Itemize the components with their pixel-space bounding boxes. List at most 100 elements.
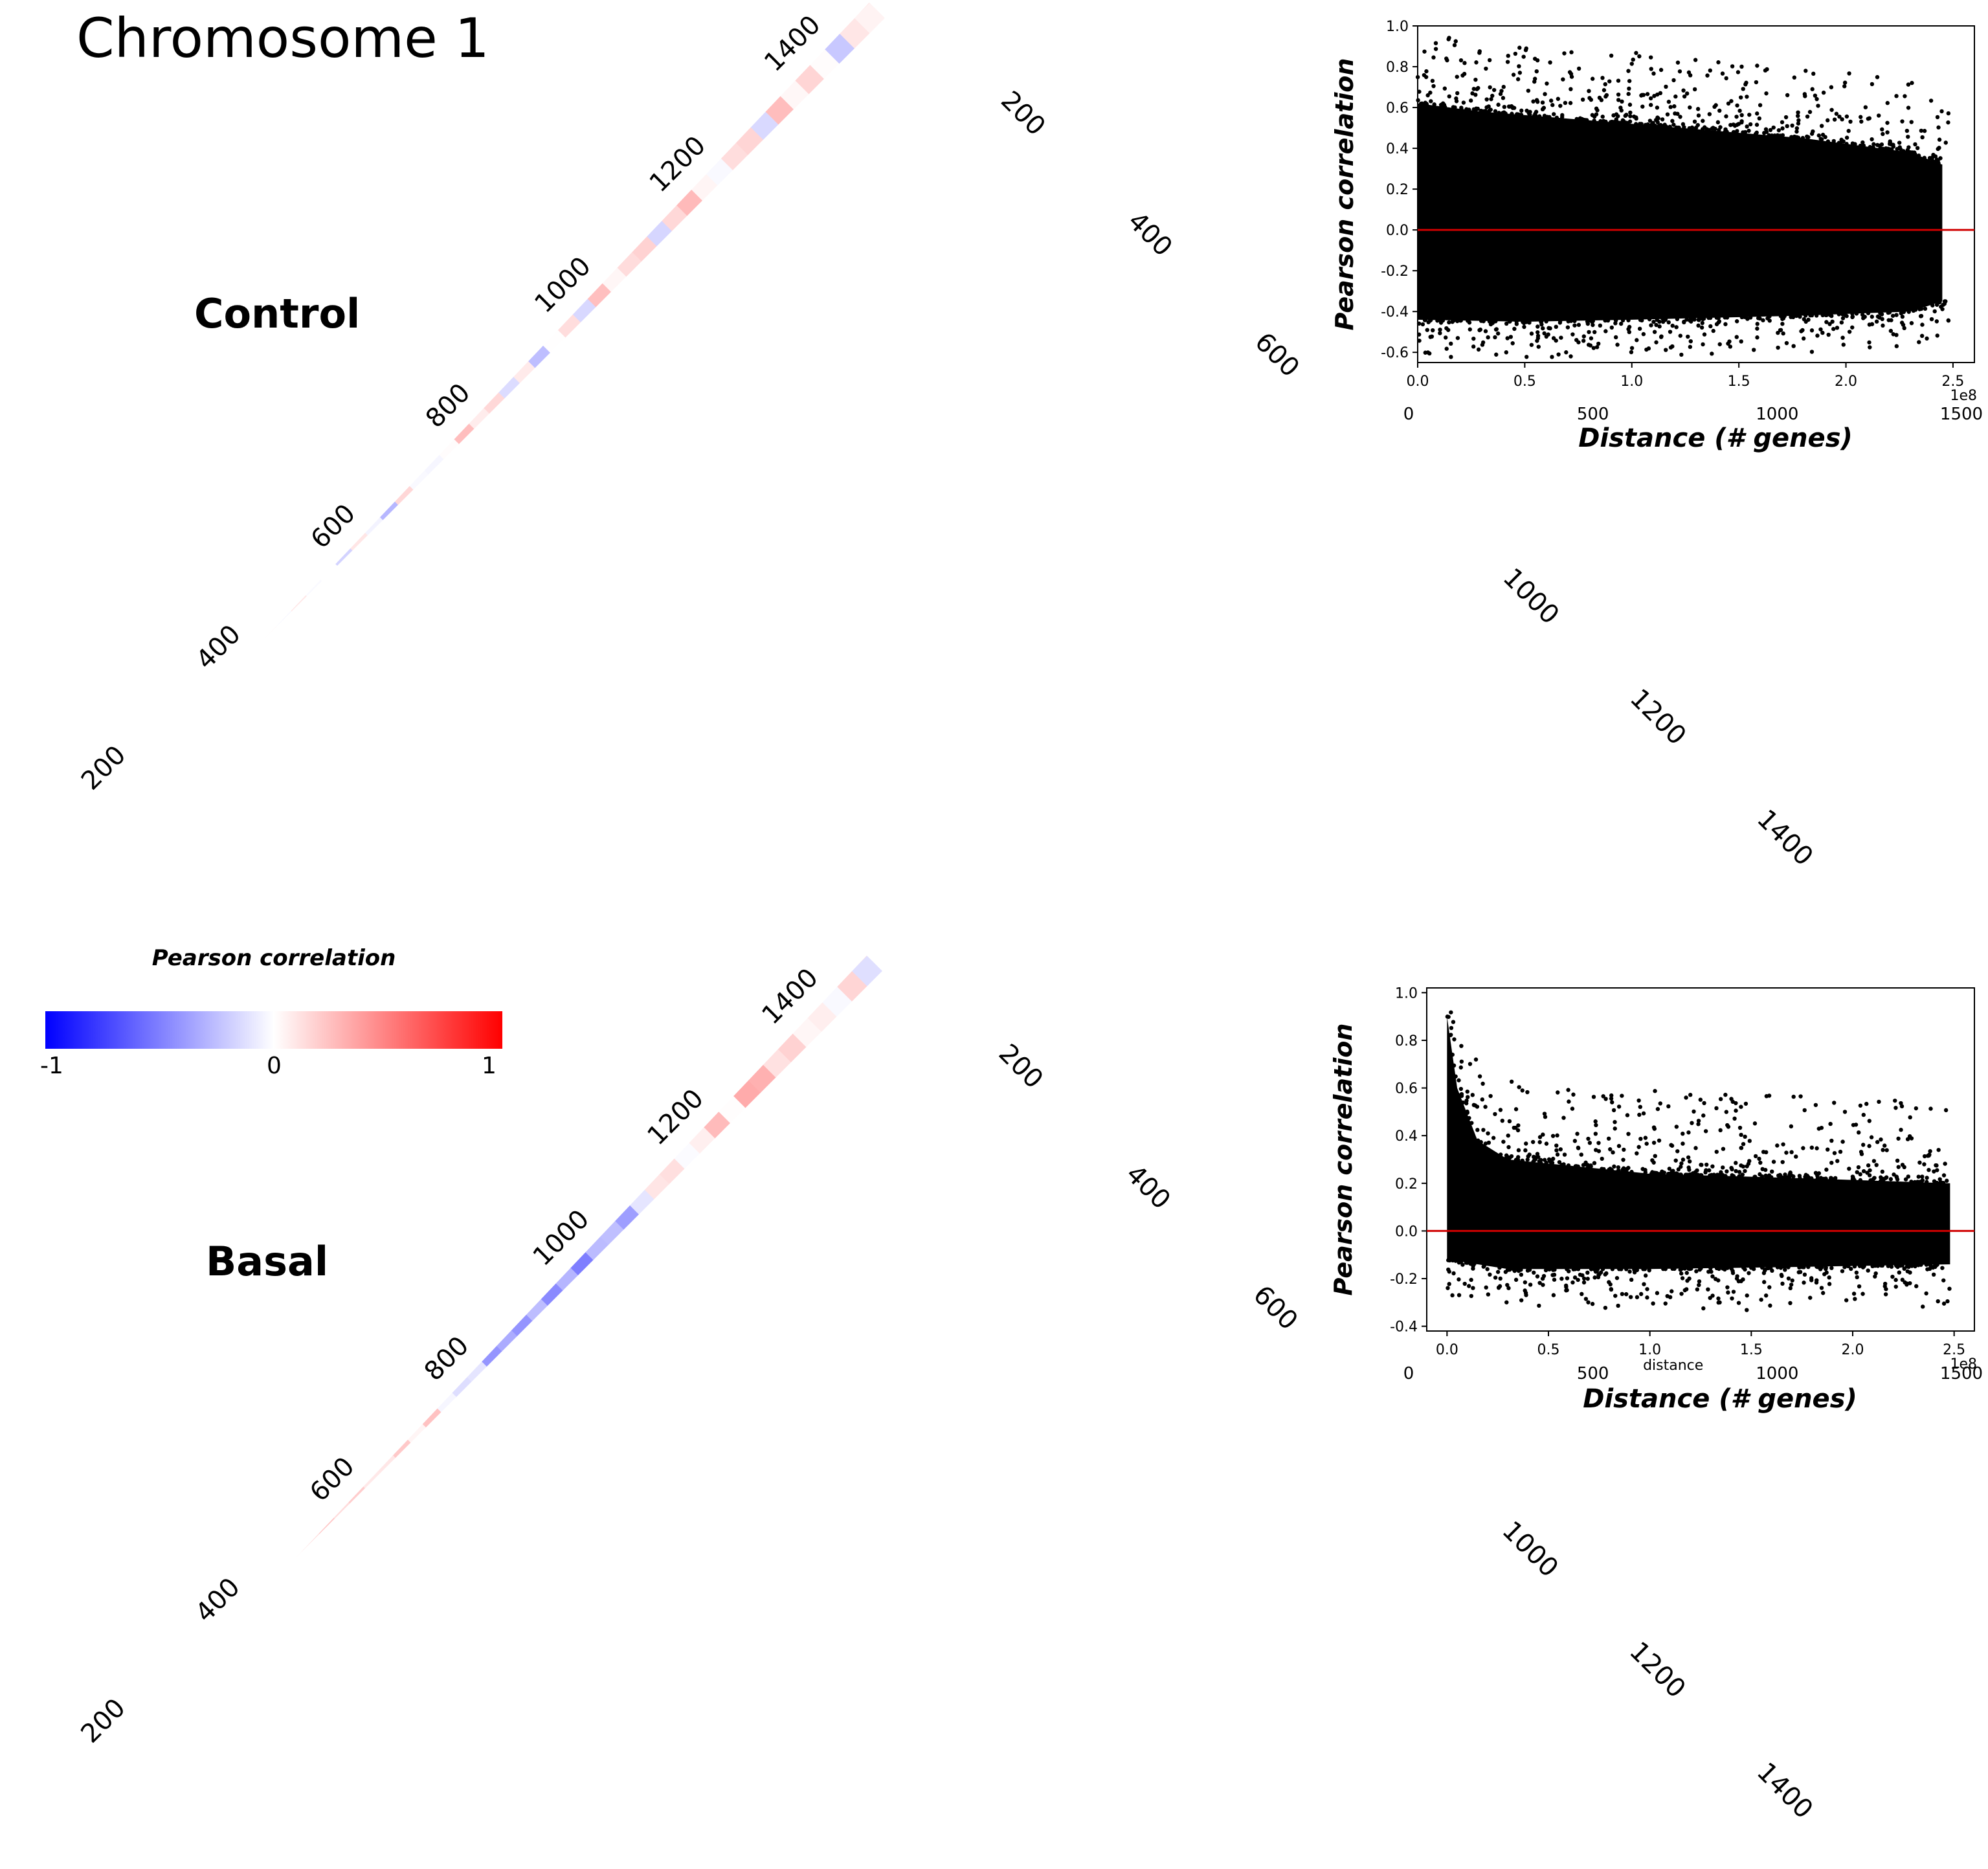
y-tick-label: 0.4: [1386, 141, 1409, 157]
scatter-point: [1678, 115, 1682, 119]
scatter-point: [1832, 1101, 1837, 1105]
scatter-point: [1446, 1286, 1450, 1290]
scatter-point: [1736, 1301, 1741, 1305]
scatter-point: [1530, 1139, 1536, 1145]
scatter-point: [1858, 115, 1863, 119]
scatter-point: [1481, 1128, 1486, 1132]
scatter-point: [1668, 105, 1673, 109]
scatter-point: [1589, 336, 1594, 341]
scatter-point: [1745, 317, 1750, 321]
scatter-point: [1623, 113, 1627, 118]
y-tick-label: -0.2: [1381, 263, 1409, 280]
scatter-point: [1455, 335, 1460, 341]
scatter-point: [1457, 1293, 1462, 1297]
scatter-point: [1473, 93, 1478, 97]
scatter-point: [1893, 1284, 1898, 1289]
scatter-point: [1868, 345, 1872, 350]
scatter-point: [1570, 1280, 1575, 1285]
scatter-point: [1510, 111, 1514, 116]
scatter-point: [1907, 1134, 1912, 1139]
scatter-point: [1803, 313, 1808, 318]
scatter-point: [1652, 1126, 1657, 1131]
scatter-point: [1459, 106, 1464, 110]
scatter-point: [1809, 328, 1815, 333]
scatter-point: [1896, 1165, 1901, 1169]
scatter-point: [1566, 319, 1570, 324]
scatter-point: [1933, 1264, 1938, 1270]
scatter-point: [1603, 329, 1608, 333]
scatter-point: [1928, 98, 1934, 103]
scatter-point: [1869, 1135, 1874, 1139]
scatter-point: [1495, 1270, 1501, 1274]
scatter-point: [1449, 355, 1453, 359]
scatter-point: [1771, 1159, 1776, 1164]
scatter-point: [1716, 320, 1721, 325]
scatter-point: [1576, 1277, 1580, 1282]
scatter-point: [1780, 1281, 1785, 1286]
scatter-point: [1842, 80, 1848, 85]
scatter-point: [1889, 318, 1893, 322]
scatter-point: [1816, 133, 1821, 138]
scatter-point: [1905, 1269, 1910, 1273]
scatter-point: [1467, 107, 1471, 112]
scatter-point: [1844, 114, 1849, 119]
scatter-point: [1541, 1132, 1545, 1137]
scatter-point: [1910, 80, 1914, 85]
scatter-point: [1767, 133, 1771, 138]
scatter-point: [1477, 328, 1482, 333]
scatter-point: [1865, 1170, 1870, 1175]
scatter-point: [1929, 317, 1934, 322]
scatter-point: [1775, 1265, 1780, 1270]
scatter-point: [1620, 1093, 1624, 1098]
scatter-point: [1938, 156, 1943, 161]
scatter-point: [1428, 318, 1433, 322]
scatter-point: [1858, 1172, 1862, 1177]
scatter-point: [1781, 316, 1786, 320]
scatter-point: [1734, 319, 1739, 324]
scatter-point: [1729, 98, 1734, 104]
scatter-point: [1453, 105, 1457, 110]
scatter-point: [1826, 118, 1830, 123]
scatter-point: [1643, 1273, 1648, 1278]
secondary-x-tick-label: 0: [1403, 405, 1414, 424]
scatter-point: [1603, 318, 1608, 322]
scatter-point: [1894, 313, 1899, 317]
scatter-point: [1937, 137, 1942, 142]
scatter-point: [1885, 120, 1890, 125]
scatter-point: [1743, 129, 1748, 135]
scatter-point: [1739, 113, 1744, 118]
scatter-point: [1420, 322, 1425, 327]
scatter-point: [1935, 333, 1939, 338]
scatter-point: [1642, 1282, 1646, 1286]
scatter-point: [1459, 1044, 1464, 1048]
scatter-point: [1592, 330, 1597, 335]
scatter-point: [1697, 318, 1701, 322]
scatter-point: [1780, 1159, 1785, 1165]
scatter-point: [1416, 98, 1420, 103]
scatter-point: [1779, 1273, 1784, 1277]
scatter-point: [1626, 318, 1631, 322]
scatter-point: [1550, 103, 1555, 107]
scatter-point: [1761, 1150, 1766, 1154]
scatter-point: [1494, 352, 1499, 357]
scatter-point: [1655, 92, 1660, 97]
scatter-point: [1469, 1121, 1474, 1125]
scatter-point: [1466, 1284, 1471, 1288]
scatter-point: [1840, 335, 1845, 340]
scatter-point: [1695, 1287, 1700, 1292]
scatter-point: [1513, 1277, 1519, 1282]
scatter-point: [1613, 335, 1618, 340]
scatter-point: [1592, 1275, 1597, 1280]
scatter-point: [1882, 1143, 1887, 1148]
scatter-point: [1544, 334, 1548, 339]
scatter-point: [1875, 74, 1880, 80]
scatter-point: [1809, 1145, 1815, 1150]
scatter-point: [1674, 1125, 1679, 1129]
scatter-point: [1914, 1106, 1919, 1111]
scatter-point: [1547, 1159, 1552, 1163]
scatter-point: [1867, 1144, 1871, 1148]
scatter-point: [1827, 1275, 1831, 1280]
scatter-point: [1469, 1293, 1474, 1299]
scatter-point: [1945, 1299, 1950, 1304]
scatter-point: [1913, 308, 1918, 312]
